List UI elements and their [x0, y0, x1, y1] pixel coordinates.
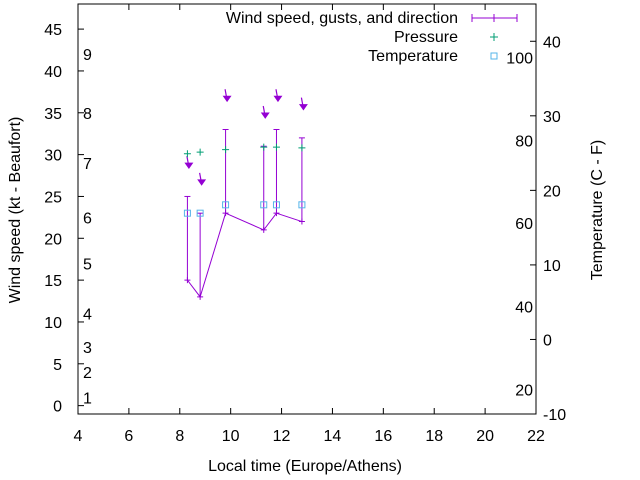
fahrenheit-label: 40 — [515, 300, 533, 317]
wind-speed-point — [222, 210, 229, 217]
temperature-point — [196, 209, 204, 217]
x-tick-label: 4 — [74, 428, 83, 445]
beaufort-scale: 1 2 3 4 5 6 7 8 9 — [83, 47, 92, 407]
legend-swatch-wind — [471, 14, 518, 22]
temperature-point — [298, 201, 306, 209]
pressure-point — [298, 144, 306, 152]
y2-axis: -10 0 10 20 30 40 — [530, 34, 566, 424]
x-tick-label: 10 — [222, 428, 240, 445]
temperature-point — [272, 201, 280, 209]
pressure-point — [183, 150, 191, 158]
x-tick-label: 8 — [175, 428, 184, 445]
y2-axis-label: Temperature (C - F) — [589, 140, 606, 280]
y-tick-label: 40 — [44, 64, 62, 81]
temperature-point — [222, 201, 230, 209]
y2-tick-label: 10 — [543, 258, 561, 275]
x-tick-label: 18 — [425, 428, 443, 445]
fahrenheit-label: 20 — [515, 382, 533, 399]
y-tick-label: 5 — [53, 357, 62, 374]
y2-tick-label: -10 — [543, 407, 566, 424]
wind-direction-arrow — [197, 179, 207, 186]
y-tick-label: 0 — [53, 399, 62, 416]
legend: Wind speed, gusts, and direction Pressur… — [226, 10, 518, 65]
y-axis-label: Wind speed (kt - Beaufort) — [7, 117, 24, 304]
fahrenheit-label: 100 — [506, 51, 533, 68]
fahrenheit-label: 80 — [515, 133, 533, 150]
beaufort-label: 6 — [83, 210, 92, 227]
wind-speed-point — [298, 218, 305, 225]
legend-label-pressure: Pressure — [394, 29, 458, 46]
temperature-point — [183, 209, 191, 217]
beaufort-label: 5 — [83, 256, 92, 273]
wind-speed-point — [260, 226, 267, 233]
wind-direction-arrow — [184, 162, 194, 170]
fahrenheit-label: 60 — [515, 216, 533, 233]
y-axis: 0 5 10 15 20 25 30 35 40 45 — [44, 22, 84, 416]
legend-swatch-pressure — [490, 33, 498, 41]
legend-swatch-temperature — [490, 52, 498, 60]
pressure-point — [222, 146, 230, 154]
series-layer — [183, 89, 308, 300]
y-tick-label: 20 — [44, 231, 62, 248]
beaufort-label: 1 — [83, 390, 92, 407]
x-tick-label: 20 — [476, 428, 494, 445]
x-axis: 4 6 8 10 12 14 16 18 20 22 — [74, 4, 545, 445]
y-tick-label: 10 — [44, 315, 62, 332]
y-tick-label: 35 — [44, 106, 62, 123]
y-tick-label: 15 — [44, 273, 62, 290]
y2-tick-label: 30 — [543, 109, 561, 126]
pressure-point — [272, 143, 280, 151]
legend-label-wind: Wind speed, gusts, and direction — [226, 10, 458, 27]
wind-direction-arrow — [298, 104, 308, 111]
wind-speed-point — [184, 277, 191, 284]
beaufort-label: 3 — [83, 340, 92, 357]
fahrenheit-scale: 20 40 60 80 100 — [506, 51, 533, 400]
pressure-point — [260, 143, 268, 151]
x-tick-label: 12 — [273, 428, 291, 445]
wind-direction-arrow — [222, 95, 232, 103]
temperature-point — [260, 201, 268, 209]
beaufort-label: 9 — [83, 47, 92, 64]
wind-speed-point — [273, 210, 280, 217]
legend-label-temperature: Temperature — [368, 48, 458, 65]
wind-direction-arrow — [273, 95, 283, 103]
beaufort-label: 2 — [83, 365, 92, 382]
plot-frame — [77, 3, 537, 415]
y2-tick-label: 20 — [543, 183, 561, 200]
beaufort-label: 7 — [83, 156, 92, 173]
x-tick-label: 14 — [324, 428, 342, 445]
wind-speed-point — [197, 293, 204, 300]
y2-tick-label: 0 — [543, 332, 552, 349]
x-axis-label: Local time (Europe/Athens) — [208, 458, 402, 475]
y-tick-label: 45 — [44, 22, 62, 39]
y-tick-label: 25 — [44, 189, 62, 206]
y2-tick-label: 40 — [543, 34, 561, 51]
pressure-point — [196, 148, 204, 156]
y-tick-label: 30 — [44, 148, 62, 165]
x-tick-label: 6 — [124, 428, 133, 445]
wind-speed-line — [187, 212, 303, 298]
x-tick-label: 16 — [374, 428, 392, 445]
beaufort-label: 4 — [83, 307, 92, 324]
x-tick-label: 22 — [527, 428, 545, 445]
beaufort-label: 8 — [83, 106, 92, 123]
wind-direction-arrow — [260, 112, 270, 119]
